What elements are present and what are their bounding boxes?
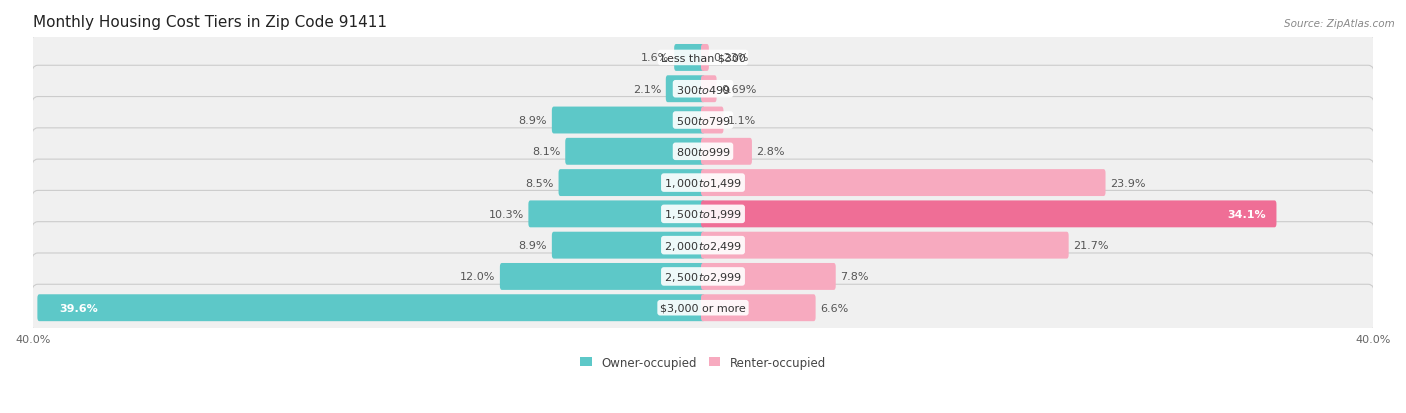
FancyBboxPatch shape	[31, 191, 1375, 238]
Text: 0.23%: 0.23%	[714, 53, 749, 63]
FancyBboxPatch shape	[702, 294, 815, 321]
Text: 2.8%: 2.8%	[756, 147, 785, 157]
FancyBboxPatch shape	[31, 128, 1375, 176]
Legend: Owner-occupied, Renter-occupied: Owner-occupied, Renter-occupied	[579, 356, 827, 369]
Text: 34.1%: 34.1%	[1227, 209, 1265, 219]
Text: 8.9%: 8.9%	[519, 240, 547, 251]
Text: 8.5%: 8.5%	[526, 178, 554, 188]
Text: $2,000 to $2,499: $2,000 to $2,499	[664, 239, 742, 252]
Text: 0.69%: 0.69%	[721, 85, 756, 95]
FancyBboxPatch shape	[702, 138, 752, 165]
Text: $800 to $999: $800 to $999	[675, 146, 731, 158]
FancyBboxPatch shape	[673, 45, 704, 72]
Text: $300 to $499: $300 to $499	[675, 83, 731, 95]
FancyBboxPatch shape	[702, 45, 709, 72]
FancyBboxPatch shape	[702, 170, 1105, 197]
FancyBboxPatch shape	[31, 222, 1375, 269]
FancyBboxPatch shape	[31, 35, 1375, 82]
Text: 23.9%: 23.9%	[1111, 178, 1146, 188]
FancyBboxPatch shape	[702, 76, 717, 103]
Text: 8.9%: 8.9%	[519, 116, 547, 126]
FancyBboxPatch shape	[501, 263, 704, 290]
Text: Source: ZipAtlas.com: Source: ZipAtlas.com	[1284, 19, 1395, 28]
FancyBboxPatch shape	[31, 97, 1375, 144]
FancyBboxPatch shape	[558, 170, 704, 197]
FancyBboxPatch shape	[702, 263, 835, 290]
FancyBboxPatch shape	[31, 160, 1375, 206]
Text: $3,000 or more: $3,000 or more	[661, 303, 745, 313]
FancyBboxPatch shape	[666, 76, 704, 103]
Text: 8.1%: 8.1%	[533, 147, 561, 157]
FancyBboxPatch shape	[31, 285, 1375, 331]
FancyBboxPatch shape	[31, 66, 1375, 113]
FancyBboxPatch shape	[38, 294, 704, 321]
FancyBboxPatch shape	[551, 107, 704, 134]
FancyBboxPatch shape	[702, 201, 1277, 228]
FancyBboxPatch shape	[702, 107, 724, 134]
Text: 6.6%: 6.6%	[820, 303, 849, 313]
Text: 7.8%: 7.8%	[841, 272, 869, 282]
Text: $500 to $799: $500 to $799	[675, 115, 731, 127]
Text: $2,500 to $2,999: $2,500 to $2,999	[664, 270, 742, 283]
FancyBboxPatch shape	[31, 253, 1375, 300]
Text: 10.3%: 10.3%	[488, 209, 523, 219]
Text: $1,000 to $1,499: $1,000 to $1,499	[664, 177, 742, 190]
Text: 2.1%: 2.1%	[633, 85, 661, 95]
Text: Less than $300: Less than $300	[661, 53, 745, 63]
Text: $1,500 to $1,999: $1,500 to $1,999	[664, 208, 742, 221]
FancyBboxPatch shape	[551, 232, 704, 259]
Text: 1.1%: 1.1%	[728, 116, 756, 126]
Text: 1.6%: 1.6%	[641, 53, 669, 63]
FancyBboxPatch shape	[565, 138, 704, 165]
Text: 21.7%: 21.7%	[1073, 240, 1109, 251]
Text: 12.0%: 12.0%	[460, 272, 495, 282]
Text: 39.6%: 39.6%	[59, 303, 98, 313]
Text: Monthly Housing Cost Tiers in Zip Code 91411: Monthly Housing Cost Tiers in Zip Code 9…	[32, 15, 387, 30]
FancyBboxPatch shape	[702, 232, 1069, 259]
FancyBboxPatch shape	[529, 201, 704, 228]
